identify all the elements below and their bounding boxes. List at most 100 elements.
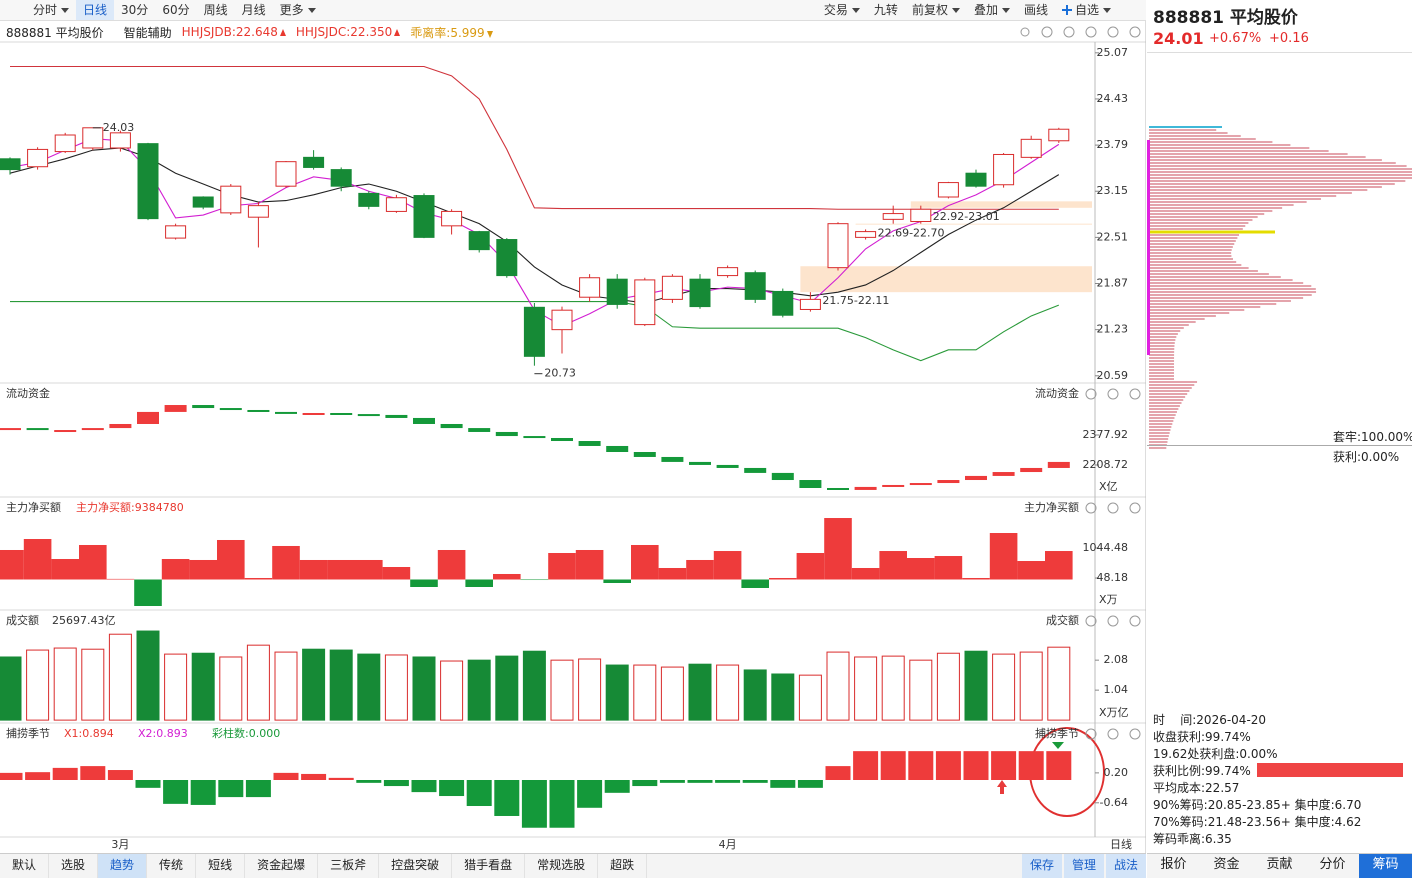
period-button[interactable]: 日线 xyxy=(1110,837,1132,851)
flow-step xyxy=(882,484,905,487)
strategy-tab[interactable]: 三板斧 xyxy=(318,854,380,878)
hist-bar xyxy=(604,780,630,793)
divider xyxy=(1147,445,1412,446)
pane-icon[interactable] xyxy=(1129,615,1141,627)
refresh[interactable] xyxy=(1020,27,1030,37)
pane-icon[interactable] xyxy=(1107,615,1119,627)
strategy-tab[interactable]: 猎手看盘 xyxy=(452,854,526,878)
net-buy-bar xyxy=(686,559,714,580)
pane-icon[interactable] xyxy=(1107,728,1119,740)
pane-icon[interactable] xyxy=(1107,388,1119,400)
help[interactable] xyxy=(1107,26,1119,38)
settings[interactable] xyxy=(1085,26,1097,38)
pane-icon[interactable] xyxy=(1107,502,1119,514)
info-line: 平均成本:22.57 xyxy=(1153,781,1240,795)
y-tick-label: 1044.48 xyxy=(1083,541,1129,554)
unit-label: X万亿 xyxy=(1099,706,1129,719)
strategy-tab[interactable]: 趋势 xyxy=(98,854,148,878)
flow-step xyxy=(164,405,187,412)
pane-icon[interactable] xyxy=(1085,502,1097,514)
net-buy-bar xyxy=(575,549,604,580)
volume-bar xyxy=(881,655,905,721)
volume-bar xyxy=(716,664,740,721)
pane-icon[interactable] xyxy=(1129,502,1141,514)
side-tab[interactable]: 筹码 xyxy=(1359,854,1412,878)
y-tick-label: 2377.92 xyxy=(1083,428,1129,441)
strategy-tab[interactable]: 短线 xyxy=(196,854,246,878)
indicator-value: 乖离率:5.999 xyxy=(410,24,492,41)
period-button[interactable]: 60分 xyxy=(162,3,190,17)
info-line: 获利比例:99.74% xyxy=(1153,764,1251,778)
hist-bar xyxy=(687,780,713,783)
zoom-in[interactable] xyxy=(1041,26,1053,38)
zoom-out[interactable] xyxy=(1063,26,1075,38)
strategy-tab[interactable]: 常规选股 xyxy=(525,854,599,878)
tool-button[interactable]: 九转 xyxy=(873,3,898,17)
side-tab[interactable]: 贡献 xyxy=(1266,857,1293,872)
strategy-tab[interactable]: 选股 xyxy=(49,854,99,878)
flow-step xyxy=(771,472,794,481)
tool-button[interactable]: 叠加 xyxy=(967,0,1017,20)
strategy-tab[interactable]: 资金起爆 xyxy=(245,854,319,878)
flow-step xyxy=(247,409,270,412)
candle-body xyxy=(799,298,821,310)
volume-bar xyxy=(1047,646,1071,721)
side-tab[interactable]: 分价 xyxy=(1319,857,1346,872)
candle-body xyxy=(27,148,49,168)
tool-button[interactable]: 前复权 xyxy=(905,0,967,20)
candle-body xyxy=(551,309,573,331)
hist-bar xyxy=(135,780,161,788)
tool-button[interactable]: 自选 xyxy=(1055,0,1118,20)
indicator-line xyxy=(10,65,1059,210)
assist[interactable]: 智能辅助 xyxy=(123,25,172,40)
strategy-tab[interactable]: 默认 xyxy=(0,854,50,878)
side-tab[interactable]: 报价 xyxy=(1160,857,1187,872)
tool-button[interactable]: 交易 xyxy=(817,0,867,20)
action-button[interactable]: 战法 xyxy=(1105,854,1146,878)
net-buy-bar xyxy=(603,579,631,583)
y-tick-label: 25.07 xyxy=(1097,46,1129,59)
y-tick-label: 1.04 xyxy=(1104,683,1129,696)
hist-bar xyxy=(963,751,989,780)
net-buy-bar xyxy=(631,544,659,580)
volume-bar xyxy=(274,651,298,721)
candle-body xyxy=(717,267,739,277)
flow-step xyxy=(937,480,960,484)
strategy-tab[interactable]: 传统 xyxy=(147,854,197,878)
pane-title: 流动资金 xyxy=(6,386,50,400)
period-button[interactable]: 周线 xyxy=(203,3,228,17)
strategy-tab[interactable]: 控盘突破 xyxy=(379,854,453,878)
close[interactable] xyxy=(1129,26,1141,38)
net-buy-bar xyxy=(217,539,245,580)
volume-bar xyxy=(53,647,77,721)
period-button[interactable]: 更多 xyxy=(273,0,323,20)
volume-bar xyxy=(495,655,519,721)
hist-bar xyxy=(190,780,216,805)
candle-body xyxy=(523,306,545,357)
pane-icon[interactable] xyxy=(1085,615,1097,627)
toolbar: 分时 日线 30分 60分 周线 月线 更多 交易 九转 前复权 叠加 画线 自选 xyxy=(0,0,1146,21)
candle-body xyxy=(82,127,104,149)
candle-body xyxy=(910,208,932,223)
pane-icon[interactable] xyxy=(1085,388,1097,400)
strategy-tab[interactable]: 超跌 xyxy=(598,854,648,878)
period-button[interactable]: 分时 xyxy=(26,0,76,20)
annotation: 20.73 xyxy=(544,367,576,380)
action-button[interactable]: 保存 xyxy=(1021,854,1062,878)
period-button[interactable]: 30分 xyxy=(121,3,149,17)
period-button[interactable]: 月线 xyxy=(241,3,266,17)
side-tab[interactable]: 资金 xyxy=(1213,857,1240,872)
action-button[interactable]: 管理 xyxy=(1063,854,1104,878)
volume-bar xyxy=(550,659,574,721)
tool-button[interactable]: 画线 xyxy=(1023,3,1048,17)
volume-bar xyxy=(771,673,795,721)
indicator-header: 888881 平均股价 智能辅助 HHJSJDB:22.648 HHJSJDC:2… xyxy=(0,22,493,42)
period-button[interactable]: 日线 xyxy=(76,0,115,20)
pane-icon[interactable] xyxy=(1129,728,1141,740)
pane-icon[interactable] xyxy=(1129,388,1141,400)
hist-bar xyxy=(0,772,23,780)
hist-bar xyxy=(383,780,409,787)
pane-icon[interactable] xyxy=(1085,728,1097,740)
hist-bar xyxy=(935,751,961,780)
flow-step xyxy=(137,411,159,424)
